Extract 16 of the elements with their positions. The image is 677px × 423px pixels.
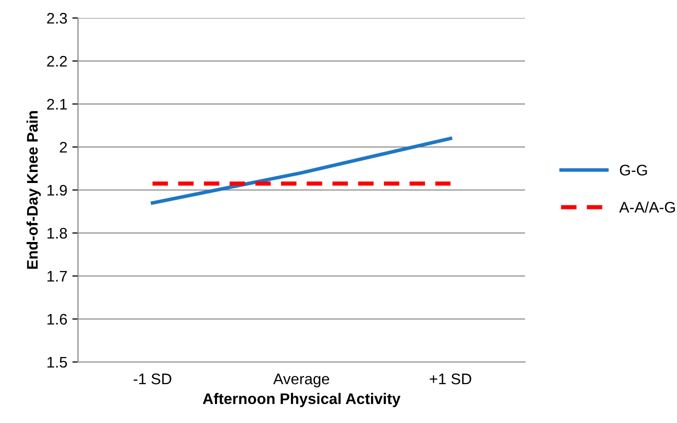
y-axis-title: End-of-Day Knee Pain [26, 111, 41, 269]
y-tick-label: 1.7 [48, 271, 67, 282]
y-tick-label: 2.3 [47, 12, 67, 24]
y-tick-label: 2.1 [47, 98, 67, 110]
y-tick-label: 1.8 [48, 228, 67, 239]
x-tick-label: -1 SD [134, 374, 172, 384]
x-axis-title: Afternoon Physical Activity [202, 392, 400, 408]
legend-label: G-G [620, 164, 647, 176]
x-tick-label: +1 SD [430, 374, 472, 384]
legend-label: A-A/A-G [619, 201, 675, 213]
x-tick-label: Average [273, 374, 330, 388]
y-tick-label: 1.5 [48, 357, 67, 368]
y-tick-label: 1.6 [48, 314, 67, 325]
y-tick-label: 1.9 [48, 184, 67, 196]
y-tick-label: 2.2 [47, 56, 67, 67]
y-tick-label: 2 [60, 142, 67, 153]
